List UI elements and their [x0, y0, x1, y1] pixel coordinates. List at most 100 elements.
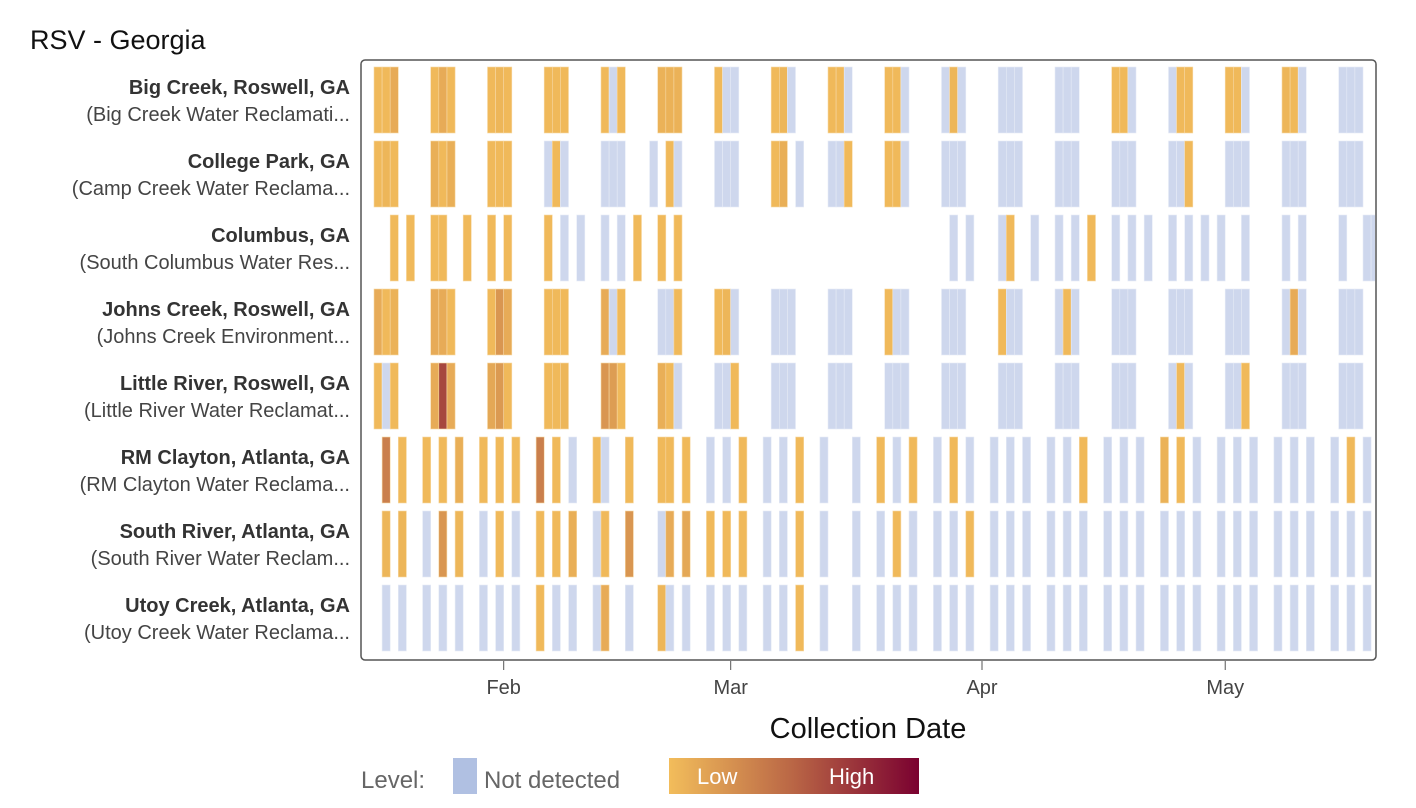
row-label-facility: (Utoy Creek Water Reclama...: [84, 622, 350, 644]
cell-not-detected: [876, 584, 886, 652]
cell-not-detected: [1273, 510, 1283, 578]
row-label-facility: (South River Water Reclam...: [91, 548, 350, 570]
cell-not-detected: [1184, 362, 1194, 430]
cell-not-detected: [835, 288, 845, 356]
row-labels: Big Creek, Roswell, GA (Big Creek Water R…: [72, 77, 350, 644]
cell-not-detected: [1273, 584, 1283, 652]
cell-detected: [438, 510, 448, 578]
cell-detected: [884, 66, 894, 134]
cell-not-detected: [1014, 66, 1023, 134]
cell-detected: [738, 510, 748, 578]
cell-not-detected: [1103, 436, 1113, 504]
cell-not-detected: [1346, 288, 1356, 356]
cell-not-detected: [608, 288, 618, 356]
cell-not-detected: [1297, 140, 1307, 208]
cell-not-detected: [1233, 140, 1242, 208]
cell-detected: [665, 362, 675, 430]
cell-not-detected: [1022, 436, 1031, 504]
cell-not-detected: [1306, 584, 1315, 652]
cell-not-detected: [1135, 436, 1145, 504]
cell-not-detected: [1330, 510, 1340, 578]
cell-detected: [551, 362, 561, 430]
cell-detected: [389, 214, 399, 282]
cell-not-detected: [1176, 140, 1186, 208]
row-label-site: Utoy Creek, Atlanta, GA: [125, 595, 350, 617]
cell-detected: [551, 510, 561, 578]
cell-not-detected: [1216, 214, 1226, 282]
cell-not-detected: [1346, 140, 1356, 208]
cell-detected: [495, 140, 505, 208]
x-tick-label: Mar: [713, 677, 748, 699]
cell-not-detected: [722, 584, 732, 652]
cell-not-detected: [843, 362, 853, 430]
row-label-facility: (RM Clayton Water Reclama...: [80, 474, 350, 496]
cell-not-detected: [900, 140, 910, 208]
cell-not-detected: [1022, 584, 1031, 652]
cell-not-detected: [1127, 288, 1137, 356]
legend-low-label: Low: [697, 764, 737, 789]
cell-not-detected: [1346, 362, 1356, 430]
x-tick-label: Apr: [966, 677, 997, 699]
cell-detected: [487, 214, 496, 282]
cell-not-detected: [819, 510, 829, 578]
cell-not-detected: [730, 140, 740, 208]
cell-not-detected: [722, 66, 732, 134]
cell-not-detected: [722, 362, 732, 430]
cell-not-detected: [949, 584, 959, 652]
cell-detected: [430, 288, 440, 356]
cell-detected: [1111, 66, 1121, 134]
x-axis-title: Collection Date: [770, 713, 967, 745]
cell-not-detected: [738, 584, 748, 652]
cell-detected: [397, 436, 407, 504]
cell-detected: [543, 214, 553, 282]
row-label-site: College Park, GA: [188, 151, 350, 173]
cell-not-detected: [997, 140, 1007, 208]
cell-not-detected: [1362, 214, 1372, 282]
cell-detected: [389, 66, 399, 134]
cell-detected: [543, 362, 553, 430]
cell-not-detected: [1289, 140, 1299, 208]
cell-detected: [624, 510, 634, 578]
cell-detected: [422, 436, 432, 504]
cell-not-detected: [1297, 288, 1307, 356]
cell-not-detected: [1005, 140, 1015, 208]
cell-not-detected: [1046, 436, 1056, 504]
cell-detected: [1160, 436, 1169, 504]
cell-not-detected: [1249, 510, 1258, 578]
cell-not-detected: [876, 510, 886, 578]
cell-not-detected: [1297, 362, 1307, 430]
cell-not-detected: [1111, 140, 1121, 208]
cell-detected: [1119, 66, 1129, 134]
cell-detected: [673, 288, 683, 356]
cell-detected: [1184, 140, 1194, 208]
cell-not-detected: [1297, 66, 1307, 134]
cell-not-detected: [1062, 510, 1072, 578]
cell-detected: [535, 436, 545, 504]
cell-not-detected: [1054, 66, 1064, 134]
cell-not-detected: [1233, 436, 1242, 504]
cell-detected: [543, 66, 553, 134]
cell-not-detected: [933, 584, 942, 652]
cell-not-detected: [1241, 288, 1250, 356]
cell-not-detected: [1062, 140, 1072, 208]
cell-not-detected: [1233, 584, 1242, 652]
cell-not-detected: [1079, 510, 1088, 578]
cell-detected: [714, 288, 723, 356]
cell-not-detected: [827, 140, 837, 208]
cell-not-detected: [1005, 362, 1015, 430]
cell-detected: [389, 362, 399, 430]
cell-not-detected: [941, 288, 950, 356]
cell-detected: [381, 66, 391, 134]
cell-not-detected: [900, 288, 910, 356]
cell-not-detected: [1168, 362, 1177, 430]
cell-detected: [389, 288, 399, 356]
cell-not-detected: [1160, 510, 1169, 578]
cell-not-detected: [1054, 288, 1064, 356]
cell-detected: [770, 140, 780, 208]
cell-not-detected: [730, 288, 740, 356]
cell-not-detected: [941, 362, 950, 430]
cell-not-detected: [949, 288, 959, 356]
cell-detected: [511, 436, 521, 504]
cell-detected: [1176, 362, 1186, 430]
cell-not-detected: [1184, 288, 1194, 356]
